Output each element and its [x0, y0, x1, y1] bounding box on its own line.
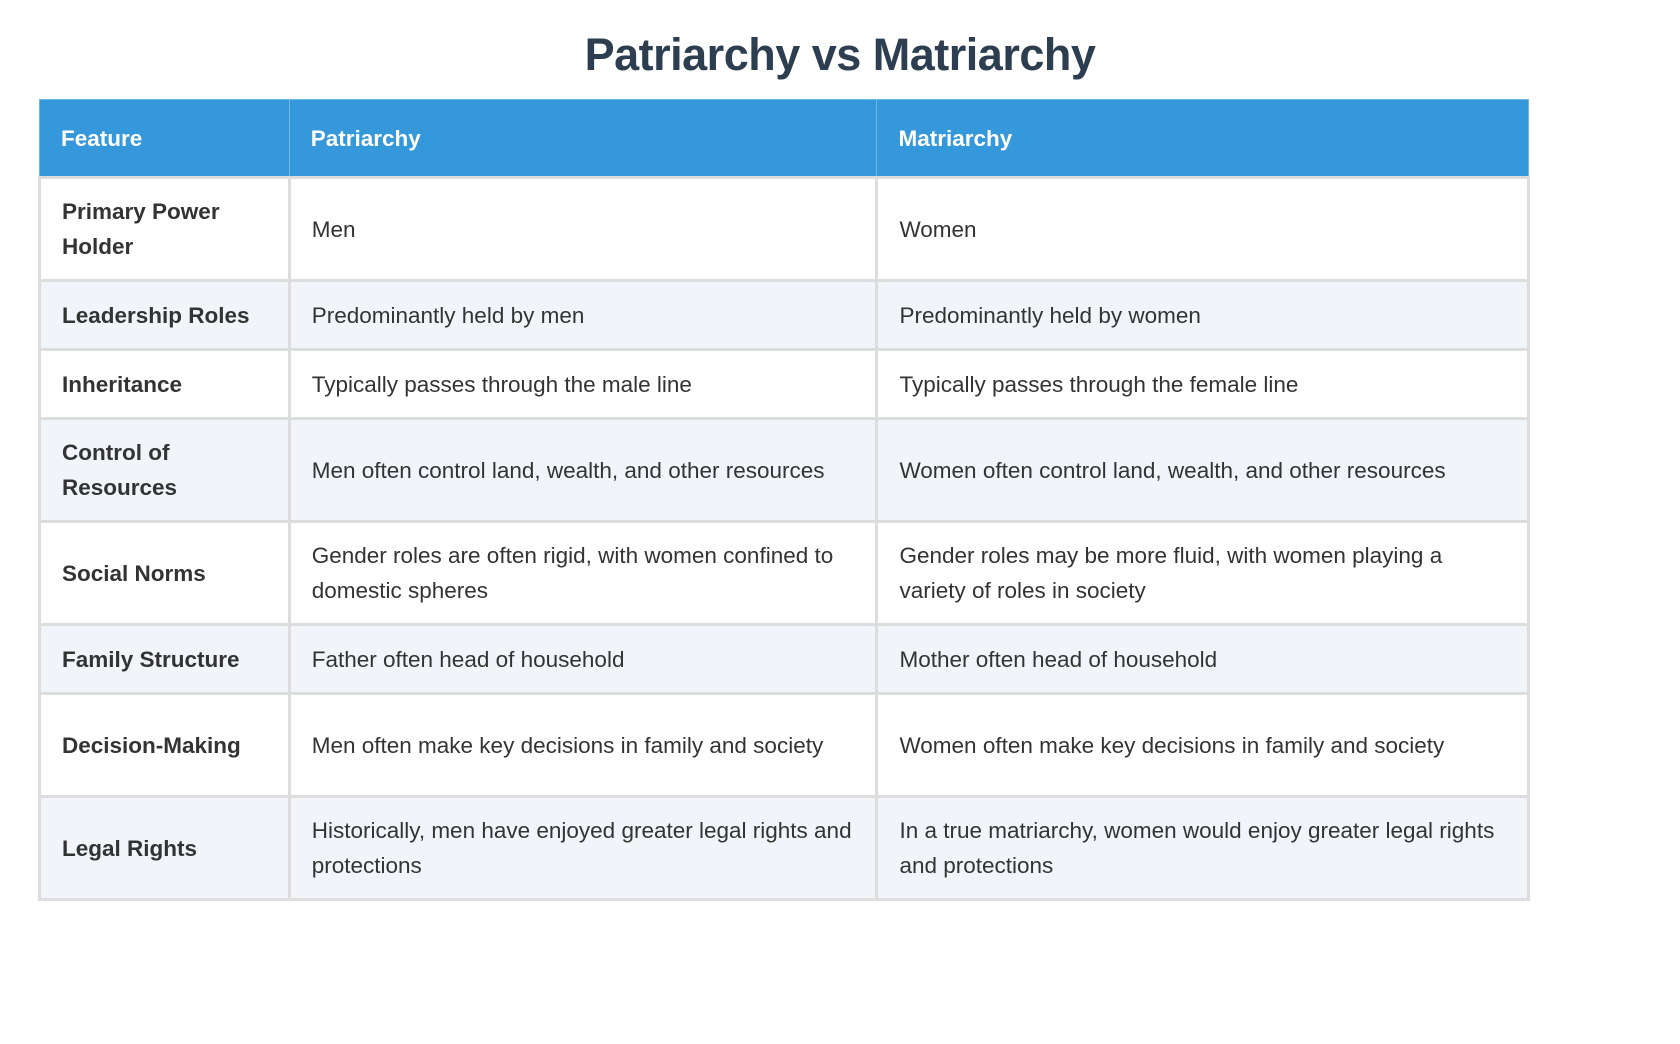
feature-cell: Primary Power Holder: [38, 176, 291, 282]
table-row: Inheritance Typically passes through the…: [38, 348, 1530, 420]
patriarchy-cell: Father often head of household: [287, 623, 879, 695]
patriarchy-cell: Men often make key decisions in family a…: [287, 692, 879, 798]
matriarchy-cell: Predominantly held by women: [875, 279, 1530, 351]
patriarchy-cell: Gender roles are often rigid, with women…: [287, 520, 879, 626]
patriarchy-cell: Historically, men have enjoyed greater l…: [287, 795, 879, 901]
table-row: Family Structure Father often head of ho…: [38, 623, 1530, 695]
feature-cell: Family Structure: [38, 623, 291, 695]
header-feature: Feature: [39, 99, 290, 179]
table-row: Leadership Roles Predominantly held by m…: [38, 279, 1530, 351]
matriarchy-cell: Women often make key decisions in family…: [875, 692, 1530, 798]
patriarchy-cell: Predominantly held by men: [287, 279, 879, 351]
feature-cell: Decision-Making: [38, 692, 291, 798]
matriarchy-cell: Women often control land, wealth, and ot…: [875, 417, 1530, 523]
patriarchy-cell: Men: [287, 176, 879, 282]
patriarchy-cell: Typically passes through the male line: [287, 348, 879, 420]
table-row: Primary Power Holder Men Women: [38, 176, 1530, 282]
feature-cell: Inheritance: [38, 348, 291, 420]
table-row: Control of Resources Men often control l…: [38, 417, 1530, 523]
table-row: Legal Rights Historically, men have enjo…: [38, 795, 1530, 901]
matriarchy-cell: Gender roles may be more fluid, with wom…: [875, 520, 1530, 626]
table-header: Feature Patriarchy Matriarchy: [39, 99, 1529, 179]
page: Patriarchy vs Matriarchy Feature Patriar…: [0, 0, 1680, 901]
table-row: Social Norms Gender roles are often rigi…: [38, 520, 1530, 626]
header-patriarchy: Patriarchy: [288, 99, 878, 179]
patriarchy-cell: Men often control land, wealth, and othe…: [287, 417, 879, 523]
feature-cell: Legal Rights: [38, 795, 291, 901]
header-row: Feature Patriarchy Matriarchy: [39, 99, 1529, 179]
feature-cell: Social Norms: [38, 520, 291, 626]
matriarchy-cell: Women: [875, 176, 1530, 282]
matriarchy-cell: In a true matriarchy, women would enjoy …: [875, 795, 1530, 901]
matriarchy-cell: Mother often head of household: [875, 623, 1530, 695]
feature-cell: Control of Resources: [38, 417, 291, 523]
table-body: Primary Power Holder Men Women Leadershi…: [38, 176, 1530, 901]
table-row: Decision-Making Men often make key decis…: [38, 692, 1530, 798]
header-matriarchy: Matriarchy: [876, 99, 1529, 179]
page-title: Patriarchy vs Matriarchy: [584, 29, 1096, 80]
comparison-table: Feature Patriarchy Matriarchy Primary Po…: [38, 99, 1530, 901]
matriarchy-cell: Typically passes through the female line: [875, 348, 1530, 420]
feature-cell: Leadership Roles: [38, 279, 291, 351]
